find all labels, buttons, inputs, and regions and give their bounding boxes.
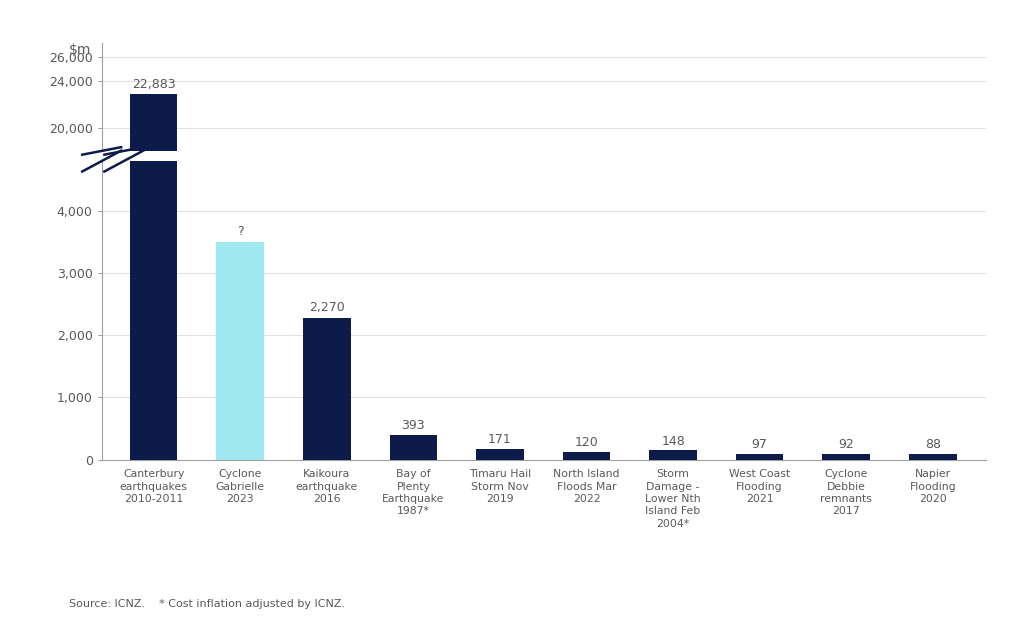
Bar [217,242,264,460]
Text: 88: 88 [924,438,941,451]
Bar [476,359,524,361]
Bar [390,435,437,460]
Bar [649,360,697,361]
Bar [823,454,871,460]
Text: 97: 97 [752,438,768,451]
Bar [130,94,177,361]
Bar [736,360,783,361]
Text: $m: $m [69,43,92,58]
Bar [476,449,524,460]
Bar [562,452,610,460]
Bar [130,0,177,460]
Bar [303,319,351,460]
Bar [909,454,957,460]
Bar [736,453,783,460]
Text: 120: 120 [575,437,598,449]
Text: ?: ? [237,225,243,238]
Bar [562,360,610,361]
Text: 2,270: 2,270 [309,301,345,314]
Text: 22,883: 22,883 [132,78,176,91]
Bar [823,360,871,361]
Text: 171: 171 [488,433,512,446]
Text: 148: 148 [661,435,685,448]
Bar [649,450,697,460]
Text: Source: ICNZ.    * Cost inflation adjusted by ICNZ.: Source: ICNZ. * Cost inflation adjusted … [69,599,346,609]
Text: 92: 92 [838,438,854,451]
Bar [217,320,264,361]
Text: 393: 393 [402,419,425,432]
Bar [909,360,957,361]
Bar [390,356,437,361]
Bar [303,335,351,361]
